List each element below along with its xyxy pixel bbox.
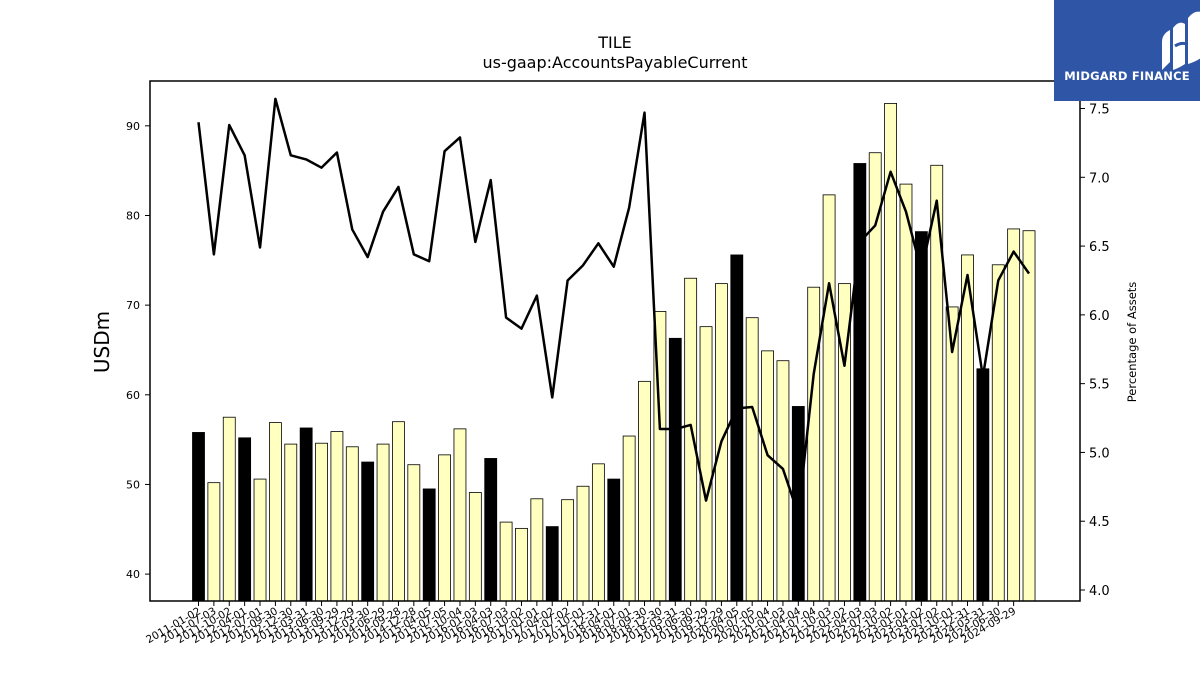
logo-mark-icon <box>1162 11 1200 70</box>
bar <box>914 231 928 602</box>
bar <box>361 461 375 602</box>
bar <box>299 427 313 602</box>
bar <box>607 478 621 602</box>
bar <box>422 488 436 602</box>
bar <box>668 337 682 602</box>
bar <box>315 442 328 602</box>
y2-tick-label: 6.0 <box>1089 309 1110 324</box>
y2-tick-label: 4.5 <box>1089 515 1110 530</box>
bar <box>622 435 636 602</box>
y-tick-label: 60 <box>126 389 140 402</box>
y2-tick-label: 5.0 <box>1089 446 1110 461</box>
bar-series <box>192 103 1036 602</box>
bar <box>1007 228 1021 602</box>
bar <box>392 421 405 602</box>
bar <box>530 498 544 602</box>
y2-tick-label: 7.0 <box>1089 171 1110 186</box>
bar <box>499 521 513 602</box>
bar <box>545 526 559 602</box>
bar <box>453 428 467 602</box>
y-axis-ticks: 40 50 60 70 80 90 <box>126 120 150 581</box>
bar <box>976 368 990 602</box>
bar <box>192 432 205 602</box>
y2-axis-ticks: 4.0 4.5 5.0 5.5 6.0 6.5 7.0 7.5 <box>1080 103 1110 599</box>
plot-frame <box>149 80 1081 602</box>
bar <box>699 326 713 602</box>
x-axis-ticks: 2011-01-022011-07-032011-10-022012-04-01… <box>144 601 1018 646</box>
chart-title: TILE <box>597 33 632 52</box>
bar <box>468 492 482 602</box>
bar <box>330 431 344 602</box>
bar <box>238 437 252 602</box>
y-tick-label: 40 <box>126 568 140 581</box>
bar <box>222 416 236 602</box>
bar <box>438 454 451 602</box>
y-tick-label: 50 <box>126 478 140 491</box>
bar <box>991 264 1005 602</box>
bar <box>484 458 498 602</box>
y2-tick-label: 6.5 <box>1089 240 1110 255</box>
bar <box>376 443 390 602</box>
bar <box>591 463 605 602</box>
bar <box>745 317 759 602</box>
y2-tick-label: 7.5 <box>1089 103 1110 118</box>
bar <box>561 499 575 602</box>
y2-axis-label: Percentage of Assets <box>1125 282 1139 403</box>
bar <box>638 380 651 602</box>
y-tick-label: 80 <box>126 209 140 222</box>
y-tick-label: 70 <box>126 299 140 312</box>
bar <box>899 183 913 602</box>
bar <box>207 482 221 602</box>
bar <box>576 485 590 602</box>
bar <box>884 103 897 602</box>
chart-subtitle: us-gaap:AccountsPayableCurrent <box>482 53 747 72</box>
y-tick-label: 90 <box>126 120 140 133</box>
logo-text: MIDGARD FINANCE <box>1064 69 1190 83</box>
bar <box>807 286 821 602</box>
bar <box>761 350 774 602</box>
bar <box>515 527 528 602</box>
bar <box>253 478 267 602</box>
bar <box>345 446 359 602</box>
bar <box>1022 230 1036 602</box>
bar <box>284 443 298 602</box>
bar <box>868 152 882 602</box>
y2-tick-label: 5.5 <box>1089 378 1110 393</box>
bar <box>853 163 867 602</box>
bar <box>407 464 421 602</box>
y-axis-label: USDm <box>90 311 114 373</box>
midgard-finance-logo: MIDGARD FINANCE <box>1054 0 1200 101</box>
y2-tick-label: 4.0 <box>1089 584 1110 599</box>
bar <box>822 194 836 602</box>
bar <box>730 254 744 602</box>
percentage-line <box>197 97 1031 516</box>
line-series <box>197 97 1031 516</box>
bar <box>268 422 282 602</box>
